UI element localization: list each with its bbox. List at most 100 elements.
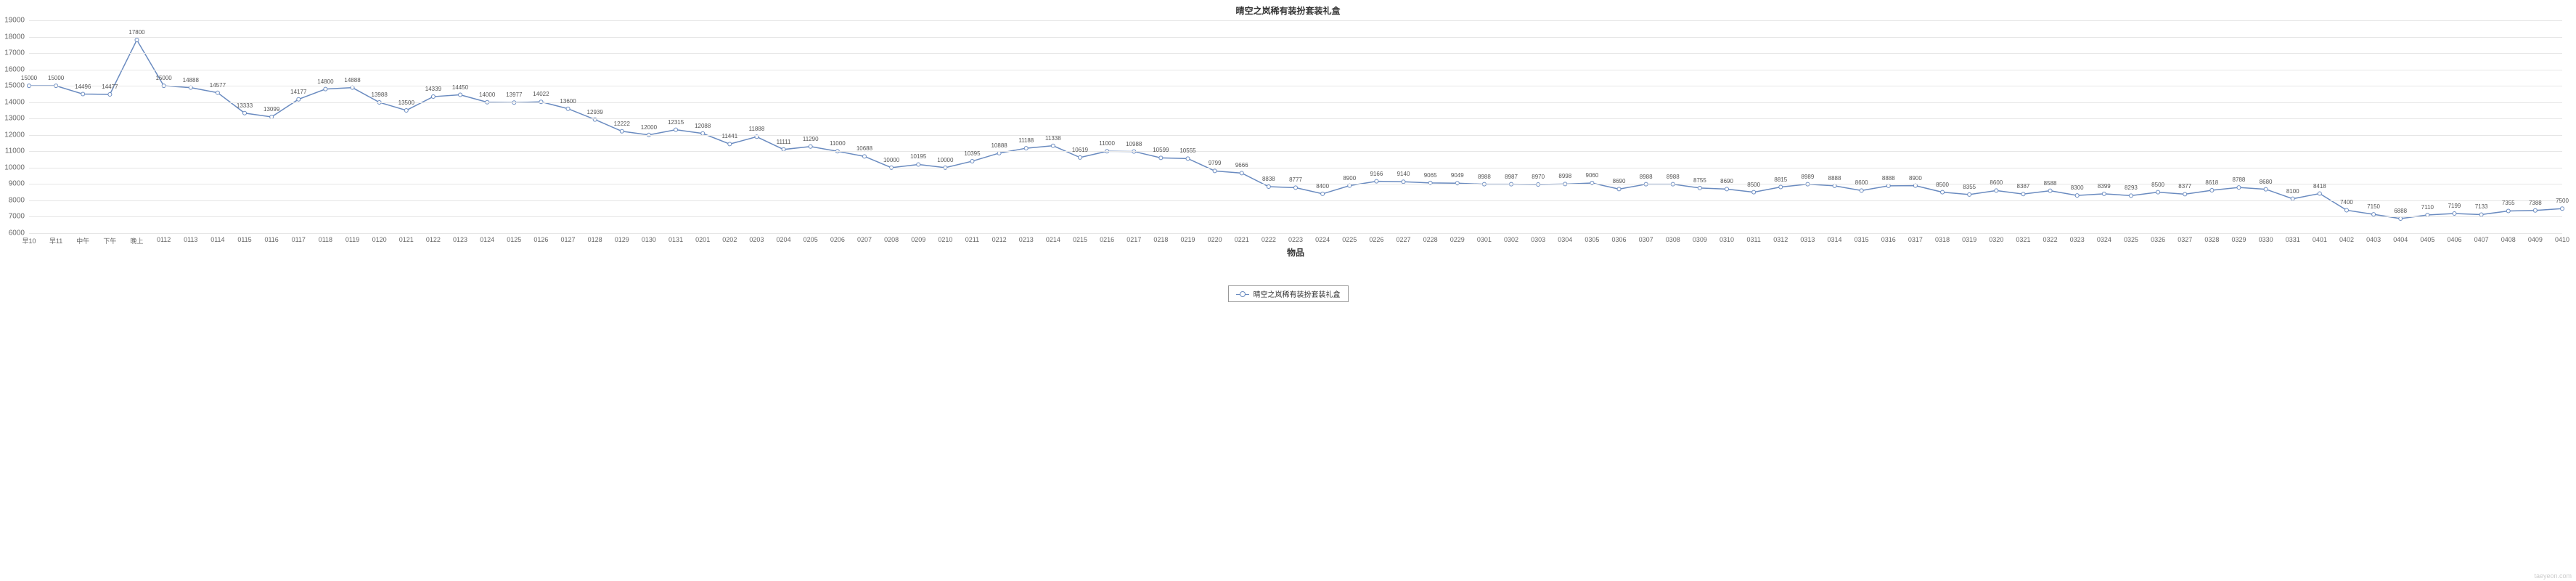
data-point [1375,179,1378,183]
x-tick-label: 早10 [22,236,36,245]
x-tick-label: 0408 [2501,236,2516,243]
legend-label: 晴空之岚稀有装扮套装礼盒 [1254,288,1341,299]
data-label: 8600 [1855,179,1868,186]
data-label: 8988 [1667,174,1680,180]
legend: 晴空之岚稀有装扮套装礼盒 [1228,285,1349,302]
data-point [1402,180,1405,184]
data-point [2344,208,2348,212]
data-label: 8900 [1343,175,1356,182]
data-point [1617,187,1621,191]
x-tick-label: 0409 [2528,236,2543,243]
x-tick-label: 0318 [1935,236,1950,243]
data-label: 15000 [21,75,37,81]
x-tick-label: 0203 [749,236,764,243]
data-label: 10000 [937,157,953,163]
data-point [2453,211,2456,215]
data-label: 11188 [1018,137,1034,144]
data-label: 14577 [210,82,226,89]
x-tick-label: 0117 [292,236,306,243]
plot-area: 物品 6000700080009000100001100012000130001… [29,20,2562,233]
data-label: 9166 [1370,171,1383,177]
x-tick-label: 0309 [1693,236,1707,243]
x-tick-label: 中午 [76,236,89,245]
x-tick-label: 0212 [992,236,1007,243]
data-label: 8987 [1505,174,1518,180]
data-label: 15000 [48,75,64,81]
x-tick-label: 0219 [1180,236,1195,243]
data-point [135,38,139,42]
data-label: 8618 [2205,179,2218,186]
y-tick-label: 18000 [4,33,25,41]
data-point [108,92,112,96]
data-label: 13500 [398,99,414,106]
data-label: 12939 [587,109,603,115]
x-tick-label: 0116 [264,236,278,243]
x-tick-label: 0328 [2204,236,2219,243]
x-tick-label: 0114 [210,236,224,243]
data-point [459,93,462,97]
x-tick-label: 0123 [453,236,467,243]
data-label: 7133 [2475,203,2488,210]
gridline [29,53,2562,54]
x-tick-label: 0222 [1262,236,1276,243]
x-tick-label: 0127 [561,236,576,243]
x-tick-label: 0304 [1558,236,1572,243]
data-point [809,145,812,148]
data-label: 8100 [2286,188,2299,195]
data-label: 8970 [1532,174,1545,180]
x-tick-label: 0331 [2286,236,2300,243]
data-label: 8777 [1289,176,1302,183]
data-label: 8888 [1828,175,1841,182]
data-label: 7150 [2367,203,2380,210]
data-label: 8680 [2260,179,2273,185]
data-label: 13333 [237,102,253,109]
x-tick-label: 0211 [965,236,979,243]
x-tick-label: 0313 [1800,236,1815,243]
data-point [1968,192,1971,196]
data-point [917,163,920,166]
data-label: 9799 [1209,160,1222,166]
y-tick-label: 13000 [4,115,25,123]
data-label: 8418 [2313,183,2326,190]
data-point [1860,189,1863,192]
y-tick-label: 10000 [4,163,25,171]
data-label: 8300 [2071,184,2084,191]
chart-title: 晴空之岚稀有装扮套装礼盒 [0,4,2576,17]
data-label: 14477 [102,84,118,90]
y-tick-label: 8000 [9,196,25,204]
data-label: 11000 [830,140,846,147]
x-tick-label: 0226 [1369,236,1383,243]
x-tick-label: 0125 [507,236,521,243]
x-tick-label: 0122 [426,236,441,243]
data-label: 10599 [1153,147,1169,153]
x-tick-label: 0129 [615,236,629,243]
data-point [2210,188,2214,192]
x-tick-label: 0312 [1773,236,1788,243]
data-point [2237,186,2241,190]
data-point [2372,213,2376,216]
x-tick-label: 0227 [1396,236,1410,243]
y-tick-label: 17000 [4,49,25,57]
x-tick-label: 0204 [777,236,791,243]
data-point [566,107,570,110]
x-tick-label: 0323 [2070,236,2085,243]
data-point [2479,213,2483,216]
data-point [243,111,247,115]
x-tick-label: 0209 [911,236,925,243]
x-tick-label: 0327 [2178,236,2192,243]
x-tick-label: 0404 [2393,236,2408,243]
data-label: 10555 [1179,147,1195,154]
x-tick-label: 0228 [1423,236,1438,243]
x-tick-label: 0330 [2259,236,2273,243]
data-point [2102,192,2106,195]
x-tick-label: 0402 [2339,236,2354,243]
data-label: 14496 [75,84,91,90]
data-label: 8998 [1558,173,1571,179]
data-point [2021,192,2025,196]
data-point [1024,147,1028,150]
gridline [29,37,2562,38]
data-point [2156,190,2160,194]
data-point [620,129,623,133]
data-label: 9065 [1424,172,1437,179]
data-label: 10395 [964,150,980,157]
